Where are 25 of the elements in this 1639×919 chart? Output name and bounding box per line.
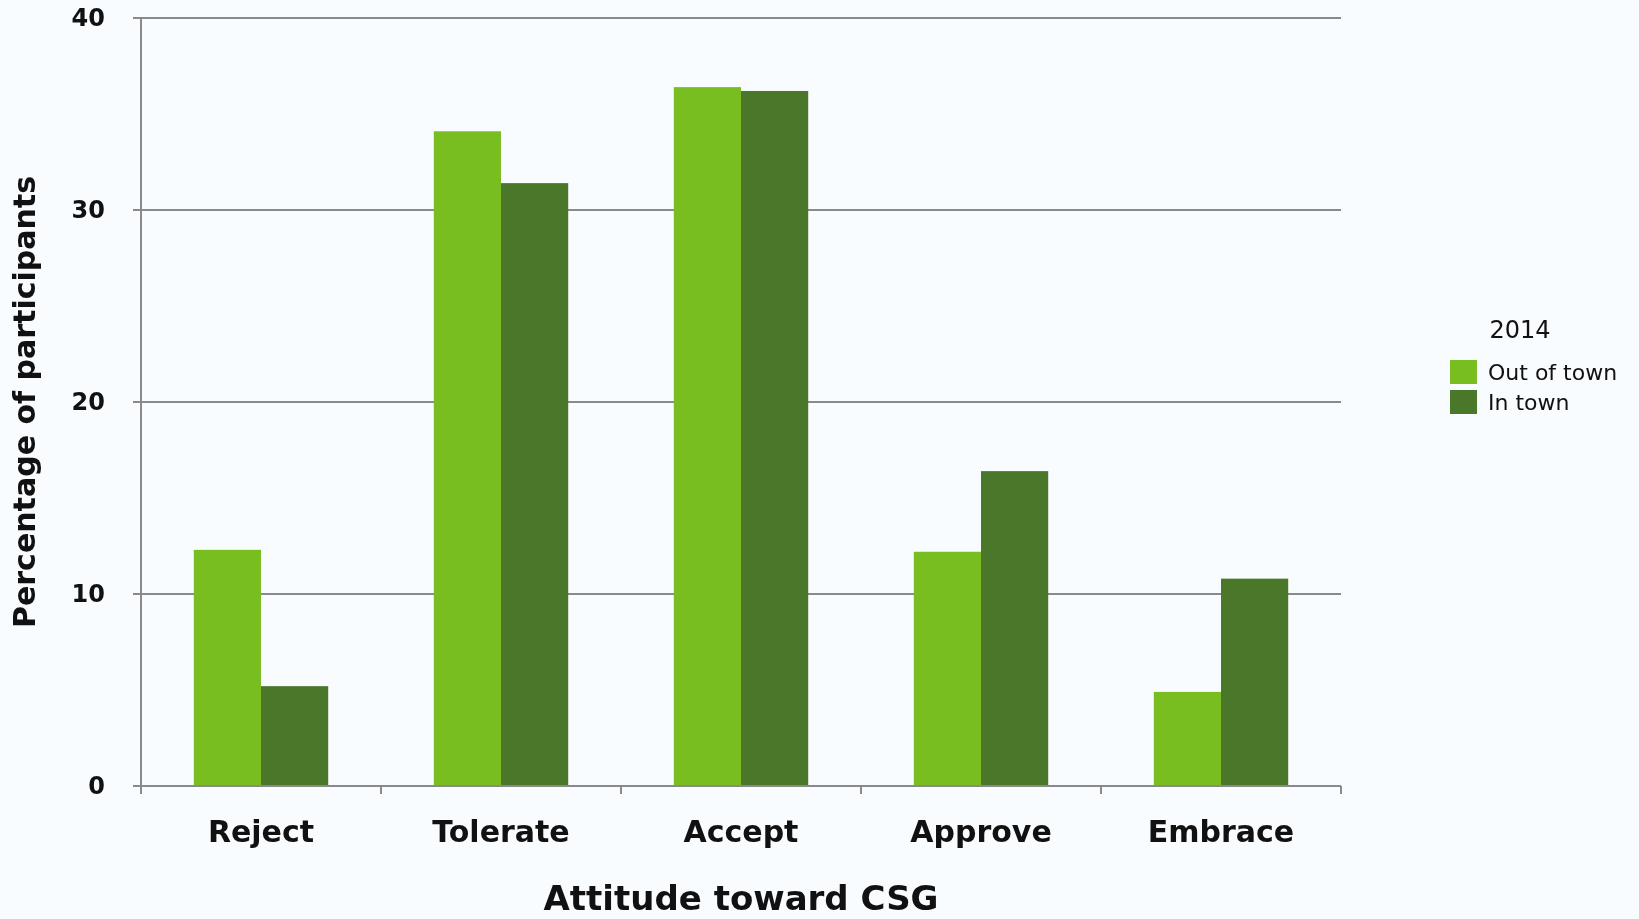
y-tick-label: 30: [71, 196, 105, 224]
legend-label: Out of town: [1488, 359, 1618, 385]
x-axis-title: Attitude toward CSG: [543, 878, 939, 918]
y-tick-label: 40: [71, 4, 105, 32]
y-axis-title: Percentage of participants: [6, 175, 42, 629]
legend-title: 2014: [1489, 316, 1551, 344]
y-tick-label: 20: [71, 388, 105, 416]
legend-label: In town: [1488, 389, 1570, 415]
x-tick-label: Accept: [683, 813, 799, 849]
bar: [981, 471, 1049, 786]
x-tick-label: Embrace: [1147, 813, 1295, 849]
y-tick-label: 0: [88, 772, 105, 800]
bar: [741, 90, 809, 786]
bar: [673, 87, 741, 786]
bar: [913, 551, 981, 786]
bar: [1221, 578, 1289, 786]
y-tick-label: 10: [71, 580, 105, 608]
x-tick-label: Reject: [207, 813, 315, 849]
bar: [193, 549, 261, 786]
bar: [501, 183, 569, 786]
x-tick-label: Approve: [910, 813, 1052, 849]
x-tick-label: Tolerate: [432, 813, 570, 849]
bar: [1153, 691, 1221, 786]
bar: [433, 131, 501, 786]
bar: [261, 686, 329, 786]
